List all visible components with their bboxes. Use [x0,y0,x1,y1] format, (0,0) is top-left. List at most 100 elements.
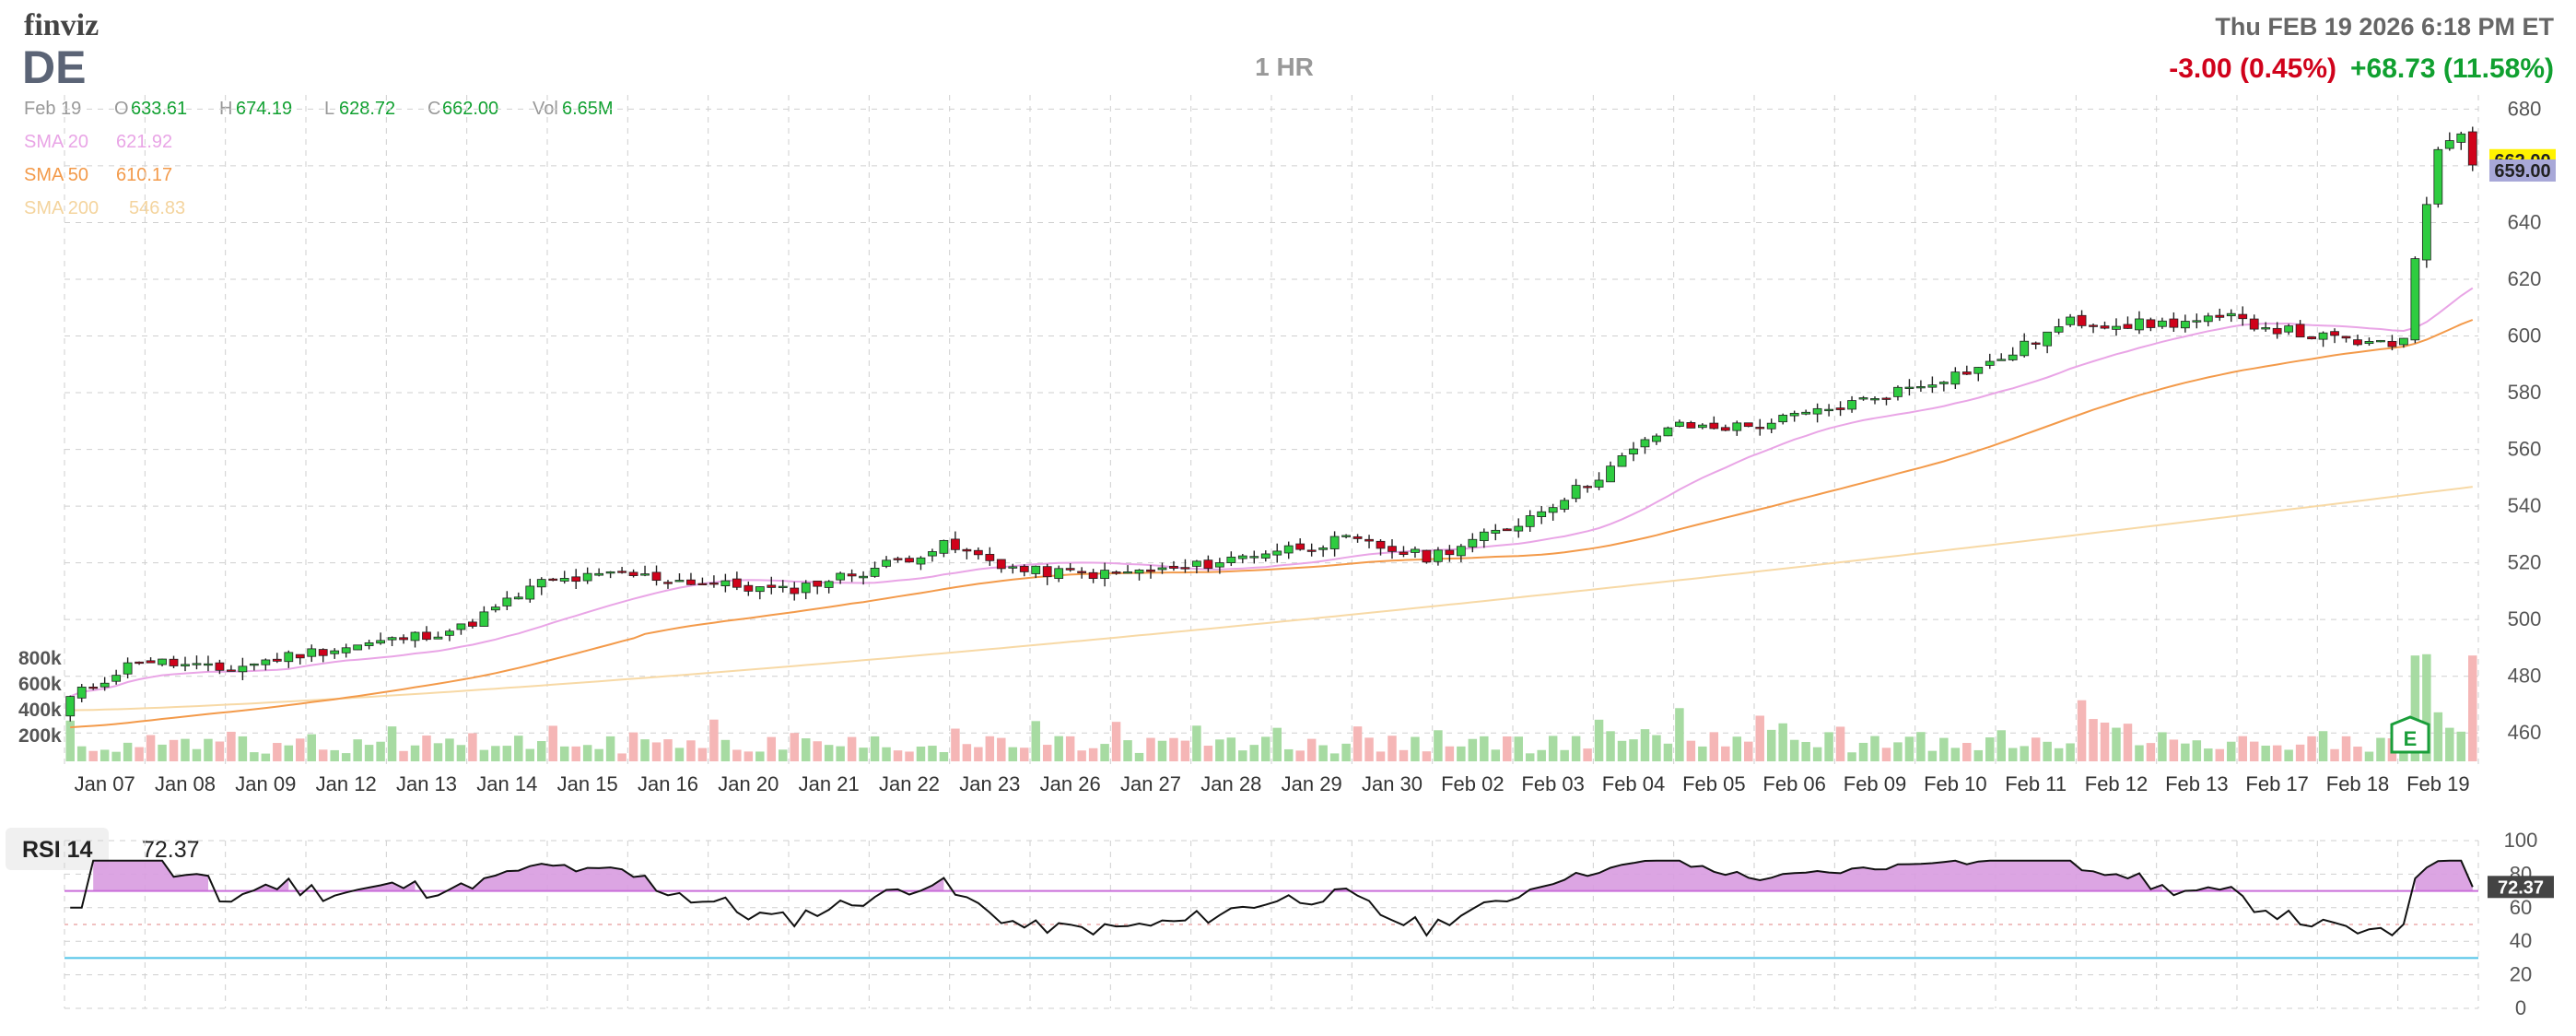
candle-up [261,659,271,665]
candle-up [1985,360,1995,366]
volume-bar [905,751,914,761]
candle-up [2318,332,2328,340]
earnings-marker[interactable]: E [2390,715,2430,754]
volume-bar [663,739,673,761]
candlesticks[interactable] [65,126,2477,722]
volume-bar [2272,745,2282,761]
volume-bar [353,739,362,761]
date-tick-label: Feb 18 [2326,772,2390,795]
volume-bar [514,736,523,761]
volume-bar [1698,746,1707,761]
sma50-legend-value: 610.17 [116,165,172,185]
candle-up [1134,570,1144,574]
timeframe-label[interactable]: 1 HR [1255,53,1314,81]
volume-bar [1134,752,1144,761]
volume-bar [928,746,937,761]
volume-bar [2456,731,2466,761]
date-tick-label: Jan 16 [638,772,698,795]
volume-bar [2169,739,2179,761]
rsi-tick-label: 100 [2504,829,2538,852]
date-axis: Jan 07 Jan 08 Jan 09 Jan 12 Jan 13 Jan 14 Jan … [75,772,2470,795]
candle-down [1835,407,1845,410]
candle-down [1042,566,1052,578]
rsi-label-box[interactable] [6,828,109,870]
candle-up [1537,511,1547,518]
candle-up [2399,337,2408,346]
volume-bar [1123,740,1132,761]
volume-bar [296,738,305,761]
candle-down [2387,340,2397,347]
candle-up [1054,568,1064,579]
candle-down [1306,549,1317,552]
candle-up [928,551,937,557]
candle-down [1295,543,1306,550]
candle-up [525,585,535,600]
rsi-tick-label: 60 [2510,896,2532,919]
volume-bar [2330,748,2339,761]
candle-up [1479,531,1489,542]
volume-bar [261,753,271,761]
candle-down [790,587,800,595]
volume-bar [1778,723,1787,761]
candle-up [2421,204,2431,261]
volume-bar [1065,736,1075,761]
volume-bar [1709,732,1719,761]
candle-down [1743,422,1753,428]
candle-up [778,585,788,589]
volume-bar [1571,736,1581,761]
volume-bar [1157,740,1167,761]
volume-bar [227,731,236,761]
candle-down [1399,551,1409,556]
candle-up [2456,133,2466,143]
candle-down [1583,486,1592,489]
candle-up [720,580,731,587]
volume-bar [422,736,431,761]
candle-up [341,647,351,653]
volume-bar [1755,715,1764,761]
date-tick-label: Feb 13 [2165,772,2229,795]
volume-bar [2077,700,2087,761]
volume-bar [674,748,685,761]
candle-down [732,578,742,588]
volume-bar [1111,722,1121,761]
volume-bar [548,725,557,761]
brand-logo[interactable]: finviz [24,8,99,42]
date-tick-label: Jan 12 [316,772,377,795]
volume-bar [1985,737,1995,761]
candle-down [2169,318,2179,328]
price-tick-label: 560 [2508,438,2542,461]
candle-down [1881,397,1891,400]
candle-up [111,675,122,682]
candle-down [1502,528,1512,532]
candle-down [628,571,638,576]
rsi-label: RSI 14 [22,837,93,863]
volume-bar [1583,748,1592,761]
volume-bar [1215,739,1224,761]
volume-bar [250,752,259,761]
volume-bar [238,736,248,761]
candle-down [847,573,857,577]
candle-up [1617,455,1627,467]
candle-down [2238,313,2248,320]
candle-up [939,539,949,554]
volume-bar [744,751,754,761]
volume-bar [1203,746,1213,761]
volume-bar [65,720,75,761]
candle-up [1123,571,1132,574]
candle-up [1341,535,1351,537]
candle-up [1927,384,1938,388]
volume-bar [1261,736,1270,761]
datetime-label: Thu FEB 19 2026 6:18 PM ET [2215,13,2554,41]
rsi-tick-label: 0 [2515,996,2526,1019]
candle-up [204,663,213,666]
sma200-legend-value: 546.83 [129,198,185,218]
candle-up [594,572,604,576]
date-tick-label: Jan 26 [1040,772,1101,795]
candle-down [951,538,960,550]
volume-bar [1272,727,1282,761]
volume-bar [123,742,133,761]
candle-down [2031,342,2041,345]
